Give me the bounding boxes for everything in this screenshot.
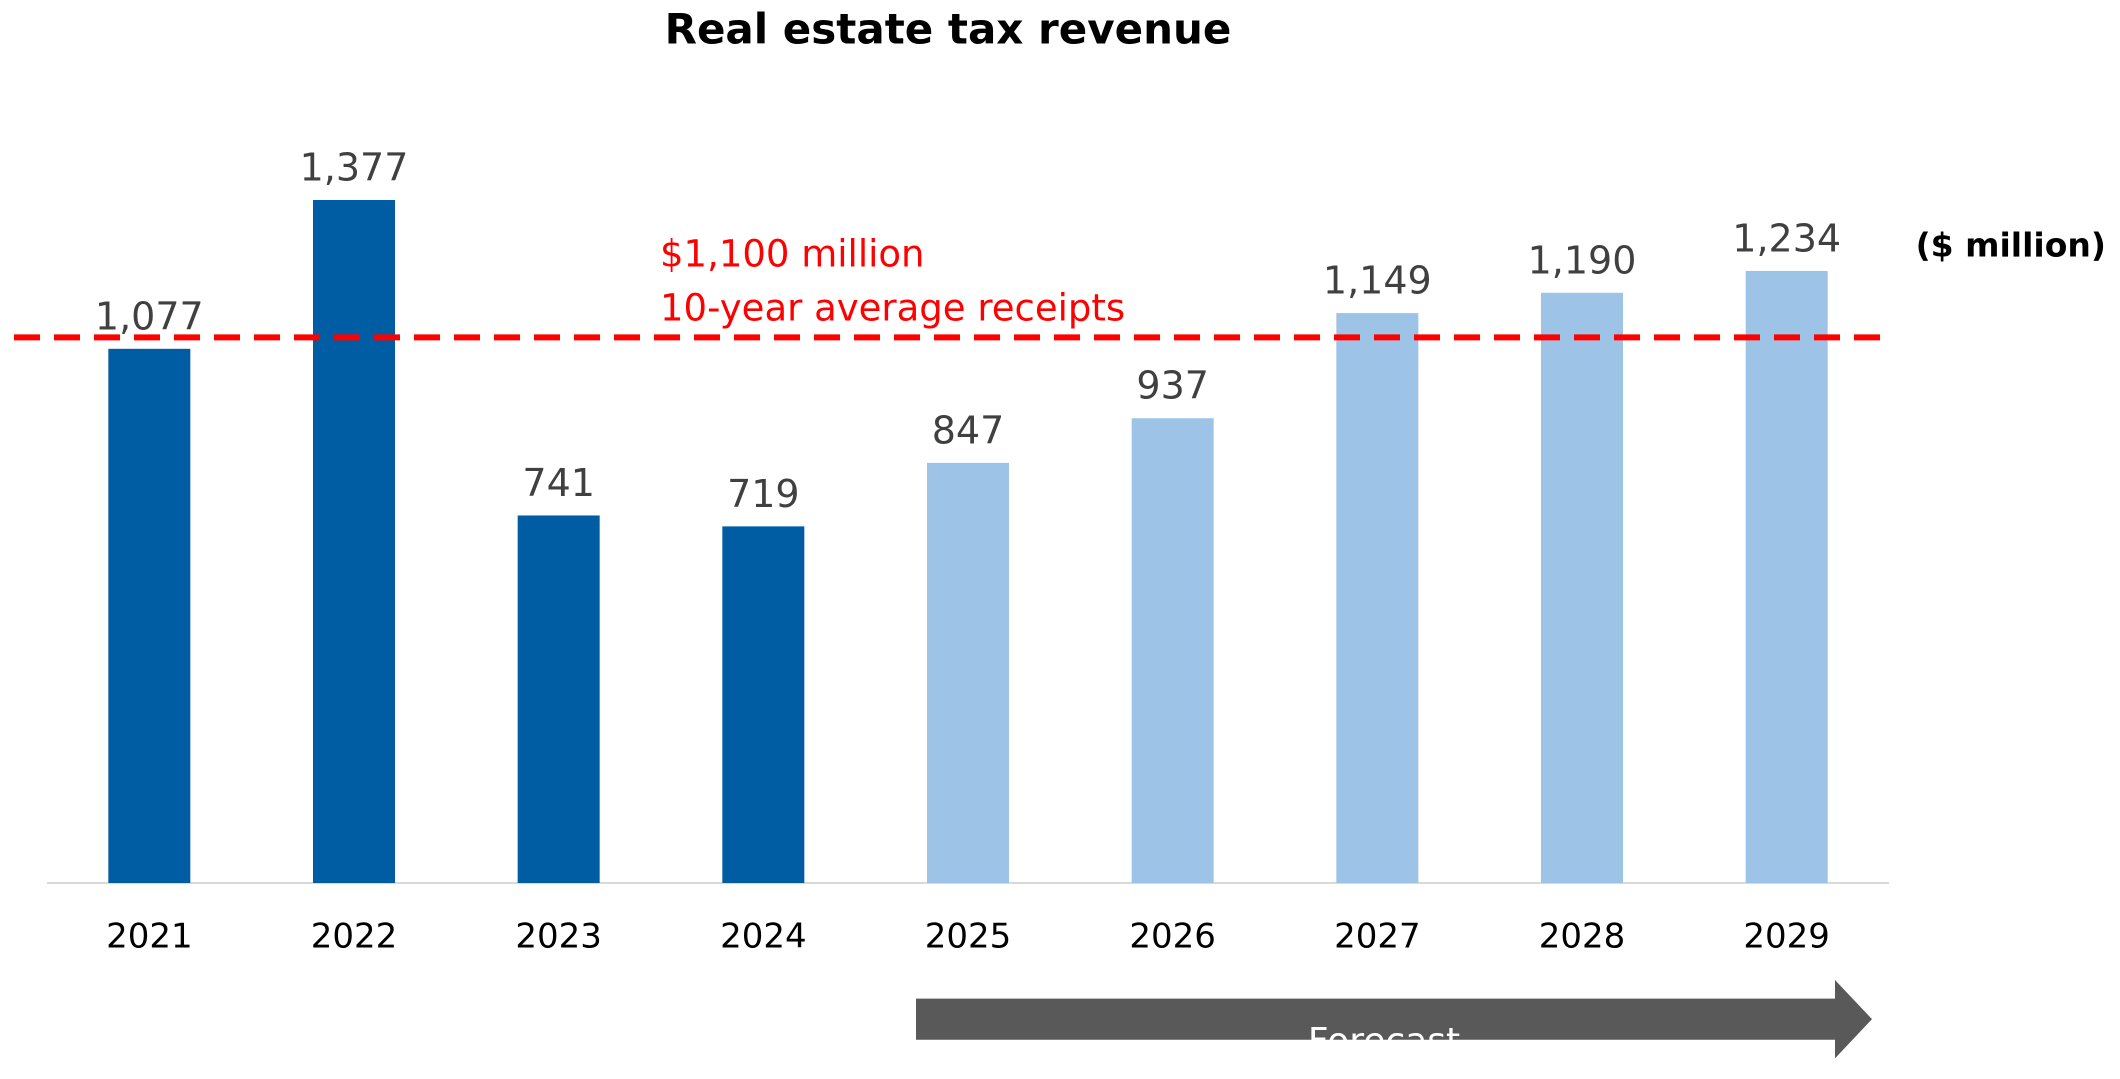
value-label: 1,190 (1528, 238, 1637, 282)
bar (108, 348, 191, 884)
x-tick-label: 2024 (720, 917, 807, 957)
value-label: 741 (522, 461, 595, 505)
bar (927, 462, 1009, 883)
bar (313, 200, 395, 883)
bar (1541, 292, 1623, 883)
x-tick-label: 2026 (1129, 917, 1216, 957)
value-label: 719 (727, 472, 800, 516)
value-label: 1,077 (95, 294, 204, 338)
bar (517, 515, 600, 883)
x-tick-label: 2028 (1539, 917, 1626, 957)
x-tick-label: 2025 (925, 917, 1012, 957)
forecast-arrow (916, 979, 1872, 1059)
x-tick-label: 2023 (515, 917, 602, 957)
bar (1131, 418, 1214, 883)
x-tick-label: 2021 (106, 917, 193, 957)
bar (1336, 313, 1419, 883)
unit-label: ($ million) (1916, 226, 2106, 265)
value-label: 1,377 (300, 146, 409, 190)
forecast-label: Forecast (1308, 1021, 1460, 1062)
reference-label: 10-year average receipts (660, 287, 1125, 330)
chart-title: Real estate tax revenue (665, 5, 1232, 54)
x-tick-label: 2022 (311, 917, 398, 957)
x-tick-label: 2027 (1334, 917, 1421, 957)
bar (1745, 270, 1828, 883)
x-tick-label: 2029 (1743, 917, 1830, 957)
reference-label: $1,100 million (660, 233, 924, 276)
bar (722, 526, 805, 883)
value-label: 937 (1136, 364, 1209, 408)
value-label: 1,149 (1323, 259, 1432, 303)
value-label: 847 (932, 408, 1005, 452)
value-label: 1,234 (1732, 216, 1841, 260)
